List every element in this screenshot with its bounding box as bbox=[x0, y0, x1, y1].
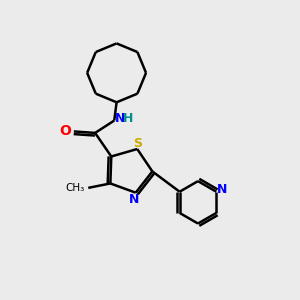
Text: N: N bbox=[217, 183, 227, 196]
Text: CH₃: CH₃ bbox=[65, 183, 85, 193]
Text: O: O bbox=[59, 124, 71, 138]
Text: N: N bbox=[115, 112, 125, 125]
Text: H: H bbox=[122, 112, 133, 125]
Text: S: S bbox=[133, 137, 142, 150]
Text: N: N bbox=[129, 193, 140, 206]
